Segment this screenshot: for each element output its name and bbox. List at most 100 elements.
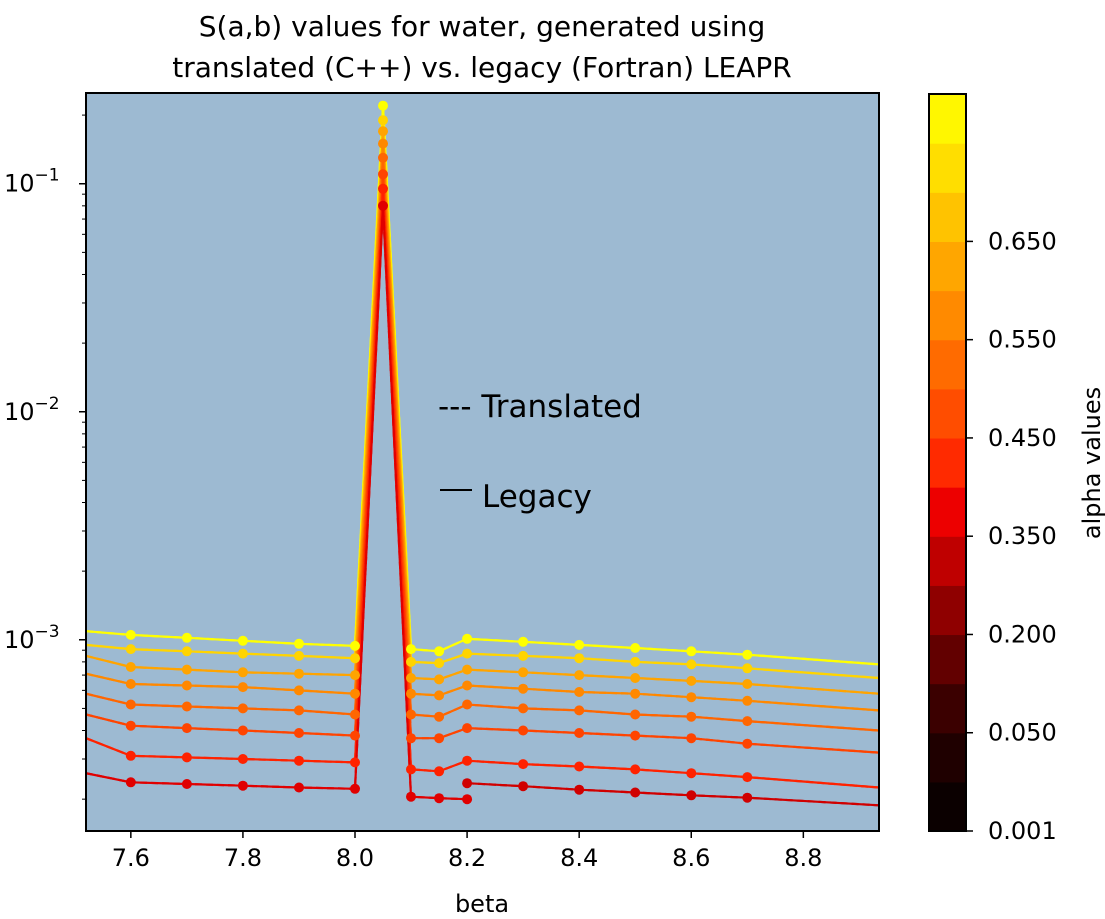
legend-legacy-label: Legacy xyxy=(482,479,592,515)
plot-area xyxy=(86,93,879,831)
data-point-4-4 xyxy=(294,705,304,716)
data-point-6-3 xyxy=(237,754,248,764)
data-point-6-14 xyxy=(742,772,753,783)
colorbar-frame xyxy=(928,93,967,832)
y-tick-label-1: 10−2 xyxy=(4,394,60,426)
data-point-6-10 xyxy=(518,759,529,770)
data-point-4-1 xyxy=(125,699,136,710)
data-point-0-6 xyxy=(378,100,388,111)
colorbar-segment-13 xyxy=(929,143,966,193)
data-point-5-1 xyxy=(125,720,136,731)
x-axis-label: beta xyxy=(455,890,509,918)
colorbar-segment-14 xyxy=(929,94,966,144)
colorbar-segment-11 xyxy=(929,241,966,292)
data-point-5-7 xyxy=(406,733,416,744)
data-point-5-11 xyxy=(574,728,585,738)
data-point-2-7 xyxy=(406,673,416,683)
data-point-1-1 xyxy=(125,644,136,655)
colorbar-segment-8 xyxy=(929,388,966,439)
data-point-1-10 xyxy=(518,650,529,661)
data-point-7-7 xyxy=(406,791,416,802)
data-point-4-5 xyxy=(350,709,360,720)
data-point-0-7 xyxy=(406,644,416,655)
data-point-3-13 xyxy=(686,692,697,703)
data-point-3-9 xyxy=(462,680,473,691)
x-tick-label-5: 8.6 xyxy=(672,844,710,872)
data-point-4-13 xyxy=(686,711,697,722)
data-point-4-3 xyxy=(237,703,248,714)
colorbar-segment-1 xyxy=(929,732,966,783)
data-point-5-5 xyxy=(350,730,360,741)
series-legacy-4 xyxy=(86,157,879,732)
data-point-4-6 xyxy=(378,152,388,163)
colorbar-segment-0 xyxy=(929,781,966,832)
data-point-0-5 xyxy=(350,640,360,651)
data-point-6-6 xyxy=(378,183,388,194)
data-point-1-6 xyxy=(378,115,388,126)
series-legacy-1 xyxy=(86,120,879,680)
data-point-1-3 xyxy=(237,648,248,659)
x-tick-label-6: 8.8 xyxy=(784,844,822,872)
data-point-3-14 xyxy=(742,695,753,706)
colorbar-tick-label-2: 0.200 xyxy=(988,620,1057,648)
data-point-0-4 xyxy=(294,638,304,649)
colorbar: 0.001 0.050 0.200 0.350 0.450 0.550 0.650 xyxy=(928,93,1057,845)
data-point-0-3 xyxy=(237,635,248,646)
data-point-8-3 xyxy=(630,787,641,798)
data-point-0-11 xyxy=(574,639,585,650)
data-point-1-2 xyxy=(181,646,192,657)
data-point-3-5 xyxy=(350,688,360,699)
series-legacy-2 xyxy=(86,131,879,695)
colorbar-tick-label-4: 0.450 xyxy=(988,424,1057,452)
chart-title-line-1: S(a,b) values for water, generated using xyxy=(199,10,765,43)
data-point-0-14 xyxy=(742,649,753,660)
data-point-5-8 xyxy=(434,733,445,744)
data-point-3-12 xyxy=(630,688,641,699)
data-point-4-9 xyxy=(462,699,473,710)
data-point-7-5 xyxy=(350,783,360,794)
data-point-2-5 xyxy=(350,670,360,681)
data-point-0-2 xyxy=(181,632,192,643)
colorbar-segment-6 xyxy=(929,487,966,537)
data-point-7-9 xyxy=(462,794,473,805)
colorbar-segment-4 xyxy=(929,585,966,636)
data-point-3-8 xyxy=(434,690,445,701)
data-point-6-9 xyxy=(462,755,473,766)
data-point-1-14 xyxy=(742,663,753,674)
data-point-4-10 xyxy=(518,703,529,714)
data-point-4-7 xyxy=(406,709,416,720)
data-point-2-2 xyxy=(181,664,192,675)
data-point-4-12 xyxy=(630,709,641,720)
data-point-2-13 xyxy=(686,675,697,686)
chart-title-line-2: translated (C++) vs. legacy (Fortran) LE… xyxy=(172,51,791,84)
data-point-5-10 xyxy=(518,725,529,736)
data-point-1-12 xyxy=(630,656,641,667)
data-point-8-2 xyxy=(574,784,585,795)
data-point-4-8 xyxy=(434,711,445,722)
y-tick-label-0: 10−3 xyxy=(4,622,60,654)
data-point-2-11 xyxy=(574,670,585,681)
colorbar-tick-label-6: 0.650 xyxy=(988,227,1057,255)
colorbar-tick-label-0: 0.001 xyxy=(988,817,1057,845)
x-tick-label-1: 7.8 xyxy=(224,844,262,872)
data-point-2-12 xyxy=(630,673,641,683)
data-point-7-2 xyxy=(181,779,192,789)
colorbar-segment-10 xyxy=(929,290,966,341)
data-point-6-2 xyxy=(181,752,192,763)
colorbar-tick-label-5: 0.550 xyxy=(988,326,1057,354)
colorbar-segment-9 xyxy=(929,339,966,390)
data-point-0-10 xyxy=(518,636,529,647)
data-point-6-12 xyxy=(630,764,641,775)
data-point-8-5 xyxy=(742,792,753,803)
data-point-6-11 xyxy=(574,761,585,772)
data-point-5-12 xyxy=(630,730,641,741)
data-point-3-3 xyxy=(237,682,248,693)
data-point-3-11 xyxy=(574,687,585,697)
colorbar-segment-5 xyxy=(929,536,966,586)
data-point-7-1 xyxy=(125,777,136,788)
data-point-0-12 xyxy=(630,643,641,653)
data-point-2-14 xyxy=(742,679,753,689)
data-point-5-4 xyxy=(294,728,304,738)
x-tick-label-0: 7.6 xyxy=(112,844,150,872)
x-tick-label-2: 8.0 xyxy=(336,844,374,872)
